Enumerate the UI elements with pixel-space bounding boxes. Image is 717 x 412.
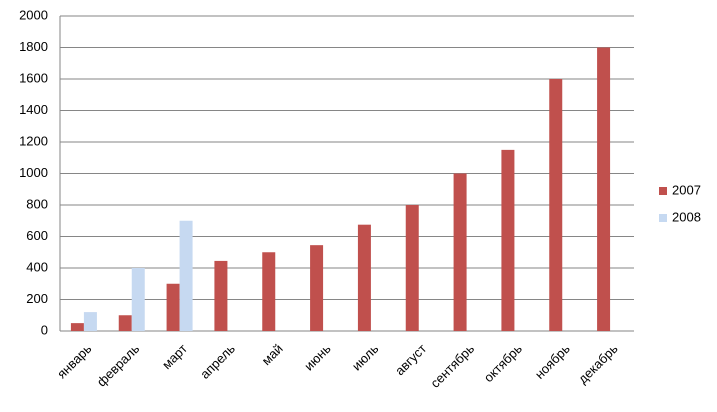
y-tick-label: 2000	[19, 7, 48, 22]
bar	[357, 224, 371, 331]
y-tick-label: 1200	[19, 133, 48, 148]
bar	[501, 149, 515, 331]
legend-label: 2008	[672, 209, 701, 224]
bar	[453, 173, 467, 331]
x-tick-label: сентябрь	[427, 341, 477, 391]
bar	[83, 312, 97, 331]
y-tick-label: 0	[41, 322, 48, 337]
x-tick-label: апрель	[197, 341, 238, 382]
x-tick-label: октябрь	[481, 341, 525, 385]
bar	[214, 260, 228, 331]
bar	[70, 323, 84, 331]
y-tick-label: 800	[26, 196, 48, 211]
bar	[118, 315, 132, 331]
y-tick-label: 1600	[19, 70, 48, 85]
bar	[166, 283, 180, 331]
y-tick-label: 1800	[19, 39, 48, 54]
bar	[549, 79, 563, 331]
y-tick-label: 1400	[19, 102, 48, 117]
y-tick-label: 400	[26, 259, 48, 274]
x-tick-label: январь	[54, 341, 95, 382]
bar	[597, 47, 611, 331]
legend-swatch	[659, 187, 667, 195]
y-tick-label: 1000	[19, 165, 48, 180]
bar	[179, 220, 193, 331]
x-tick-label: июнь	[301, 341, 334, 374]
bar	[310, 245, 324, 331]
legend-swatch	[659, 214, 667, 222]
x-tick-label: декабрь	[575, 341, 621, 387]
legend-label: 2007	[672, 182, 701, 197]
x-tick-label: март	[159, 341, 190, 372]
x-tick-label: ноябрь	[532, 341, 573, 382]
x-tick-label: август	[392, 341, 429, 378]
x-tick-label: февраль	[94, 341, 143, 390]
x-tick-label: июль	[349, 341, 382, 374]
y-tick-label: 600	[26, 228, 48, 243]
y-tick-label: 200	[26, 291, 48, 306]
bar	[262, 252, 276, 331]
x-tick-label: май	[259, 341, 286, 368]
bar	[405, 205, 419, 331]
bar	[131, 268, 145, 331]
